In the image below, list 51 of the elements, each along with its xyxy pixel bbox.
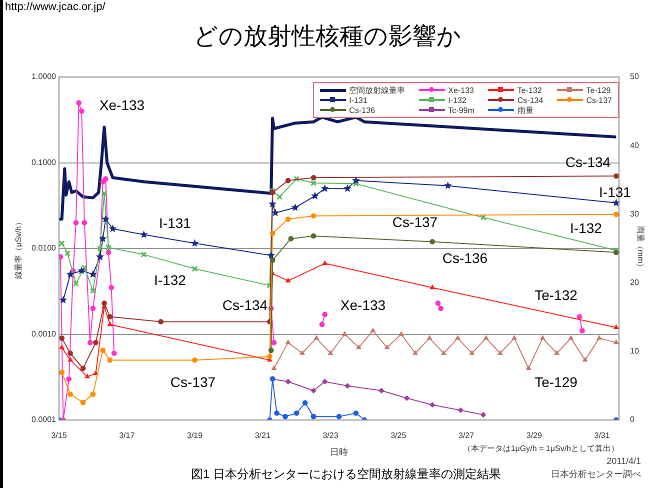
annotation: Cs-137	[392, 214, 438, 230]
y-axis-title: 線量率（μSv/h）	[14, 218, 24, 280]
annotation: I-132	[154, 272, 186, 288]
x-tick-label: 3/23	[322, 431, 339, 440]
annotation: I-132	[570, 220, 602, 236]
x-tick-label: 3/31	[594, 431, 610, 440]
legend-label: Cs-134	[517, 96, 544, 104]
y2-tick-label: 50	[630, 72, 640, 82]
y2-tick-label: 30	[630, 209, 640, 218]
legend-label: 空間放射線量率	[349, 84, 406, 96]
legend-label: Cs-136	[349, 106, 375, 114]
x-axis-title: 日時	[330, 447, 348, 458]
x-tick-label: 3/25	[390, 431, 407, 440]
text: 2011/4/1	[606, 456, 641, 466]
legend-label: Te-129	[586, 86, 611, 94]
y2-tick-label: 0	[630, 415, 635, 424]
legend-label: Tc-99m	[448, 106, 474, 114]
y-tick-label: 0.0100	[32, 244, 57, 253]
annotation: Xe-133	[340, 297, 386, 313]
text: http://www.jcac.or.jp/	[5, 1, 106, 13]
legend-label: 雨量	[517, 104, 534, 116]
y2-tick-label: 20	[630, 278, 640, 288]
x-tick-label: 3/29	[526, 431, 542, 440]
y-tick-label: 0.1000	[32, 158, 57, 167]
legend-label: I-132	[448, 96, 466, 104]
text: 日本分析センター調べ	[551, 468, 641, 481]
y-tick-label: 0.0001	[32, 415, 57, 424]
annotation: Cs-136	[442, 250, 488, 266]
legend-label: Te-132	[517, 86, 542, 94]
x-tick-label: 3/19	[186, 431, 204, 440]
annotation: I-131	[599, 184, 631, 200]
chart-title: どの放射性核種の影響か	[192, 23, 462, 52]
y2-axis-title: 雨量（mm）	[636, 226, 645, 272]
x-tick-label: 3/17	[119, 431, 136, 440]
x-tick-label: 3/21	[254, 431, 271, 440]
legend-label: Cs-137	[586, 96, 612, 104]
legend-label: I-131	[349, 96, 368, 104]
x-tick-label: 3/27	[458, 431, 475, 440]
annotation: Cs-134	[565, 154, 611, 170]
annotation: Xe-133	[99, 97, 145, 113]
annotation: Te-132	[534, 287, 578, 303]
annotation: Cs-134	[222, 297, 268, 313]
caption: 図1 日本分析センターにおける空間放射線量率の測定結果	[191, 466, 502, 483]
x-tick-label: 3/15	[51, 431, 68, 440]
y-tick-label: 1.0000	[32, 72, 57, 82]
y2-tick-label: 40	[630, 140, 640, 150]
y-tick-label: 0.0010	[32, 329, 57, 338]
annotation: I-131	[159, 215, 191, 231]
legend-label: Xe-133	[448, 86, 474, 94]
y2-tick-label: 10	[630, 346, 640, 356]
text: （本データは1μGy/h = 1μSv/hとして算出）	[462, 443, 619, 454]
